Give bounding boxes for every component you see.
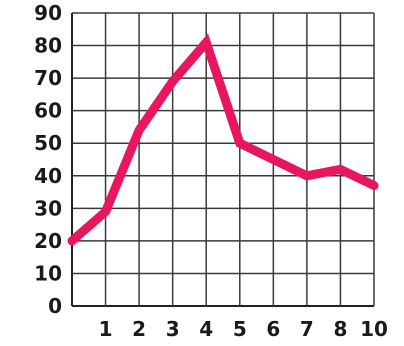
- series-line: [67, 33, 379, 246]
- y-tick-label: 0: [48, 294, 62, 318]
- y-axis-tick-labels: 0 10 20 30 40 50 60 70 80 90: [34, 1, 62, 318]
- x-tick-label: 8: [333, 317, 347, 341]
- y-tick-label: 80: [34, 34, 62, 58]
- x-tick-label: 4: [199, 317, 213, 341]
- y-tick-label: 50: [34, 131, 62, 155]
- x-tick-label: 6: [266, 317, 280, 341]
- x-tick-label: 3: [166, 317, 180, 341]
- y-tick-label: 40: [34, 164, 62, 188]
- x-tick-label: 2: [132, 317, 146, 341]
- x-tick-label: 5: [233, 317, 247, 341]
- chart-grid: [71, 12, 375, 307]
- y-tick-label: 90: [34, 1, 62, 25]
- y-tick-label: 10: [34, 261, 62, 285]
- x-tick-label: 1: [99, 317, 113, 341]
- x-tick-label: 10: [360, 317, 388, 341]
- y-tick-label: 70: [34, 66, 62, 90]
- y-tick-label: 20: [34, 229, 62, 253]
- y-tick-label: 60: [34, 99, 62, 123]
- x-tick-label: 7: [300, 317, 314, 341]
- x-axis-tick-labels: 1 2 3 4 5 6 7 8 10: [99, 317, 388, 341]
- chart-series: [67, 33, 379, 246]
- y-tick-label: 30: [34, 196, 62, 220]
